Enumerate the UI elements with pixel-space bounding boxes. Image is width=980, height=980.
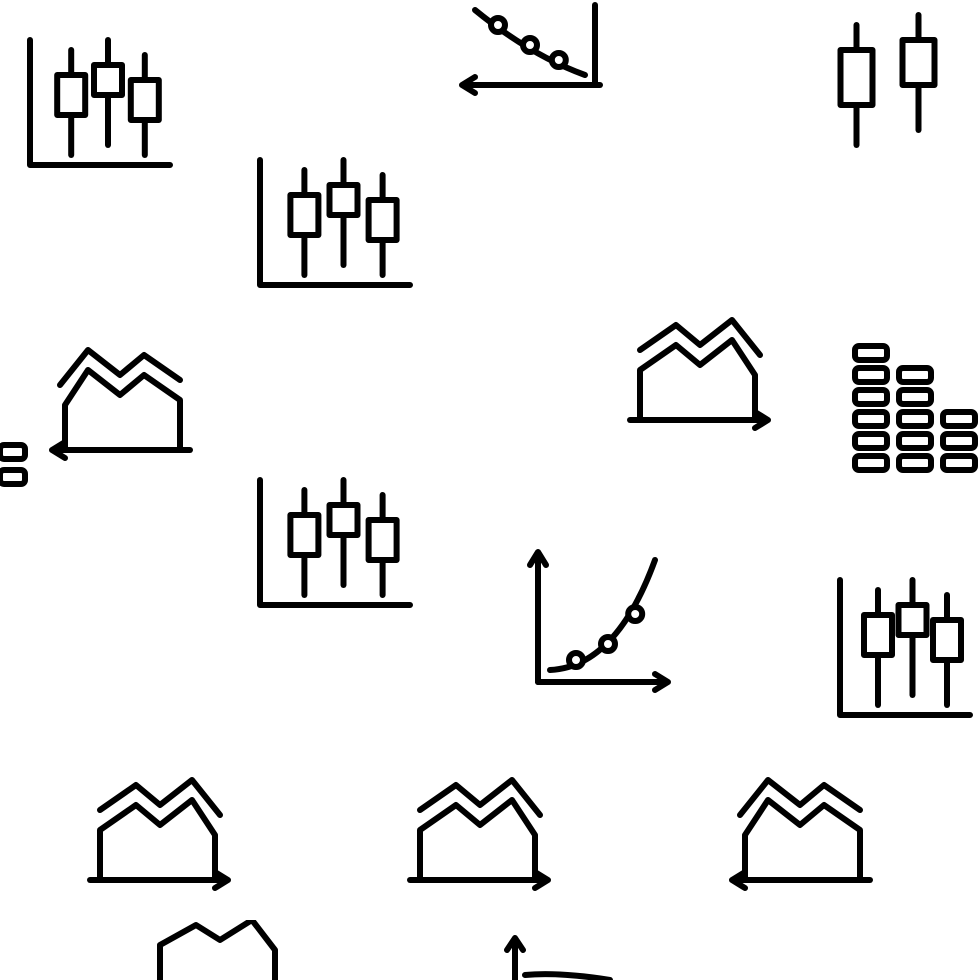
area-chart-right-icon xyxy=(400,760,560,900)
stacked-bars-icon xyxy=(850,330,980,480)
stacked-partial-icon xyxy=(0,440,30,500)
area-chart-right-icon xyxy=(80,760,240,900)
candlestick-panel-icon xyxy=(250,470,420,620)
candlestick-panel-icon xyxy=(830,570,980,730)
area-chart-left-icon xyxy=(720,760,880,900)
area-chart-left-icon xyxy=(40,330,200,470)
area-chart-right-icon xyxy=(620,300,780,440)
candlestick-panel-icon xyxy=(250,150,420,300)
area-partial-icon xyxy=(140,920,300,980)
curve-down-icon xyxy=(450,0,610,100)
curve-partial-icon xyxy=(500,930,620,980)
candlestick-panel-icon xyxy=(20,30,180,180)
curve-up-icon xyxy=(520,540,680,700)
candlestick-simple-icon xyxy=(810,10,965,160)
